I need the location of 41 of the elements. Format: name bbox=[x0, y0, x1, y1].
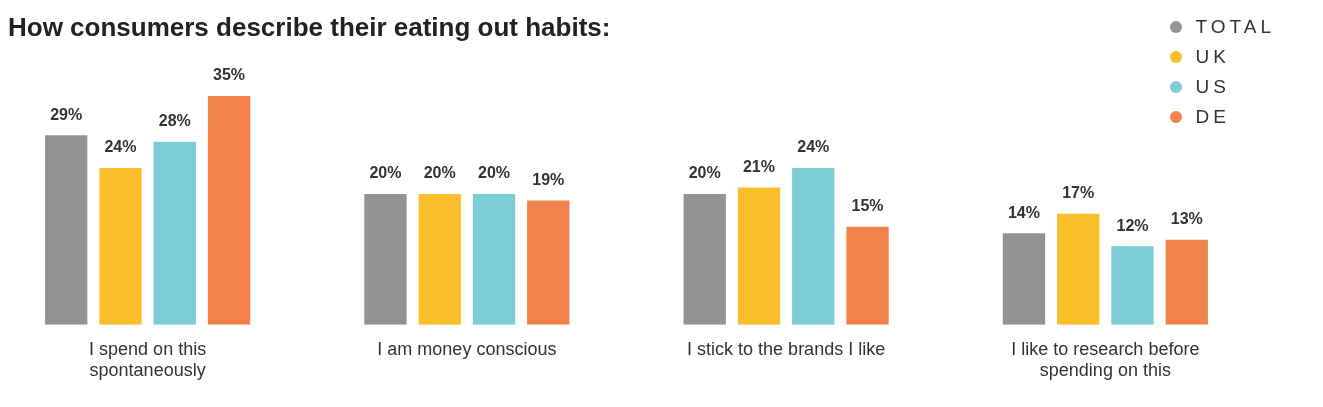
bar bbox=[153, 141, 196, 325]
bar bbox=[472, 194, 516, 325]
bar bbox=[418, 194, 461, 325]
x-tick-label: I like to research before spending on this bbox=[1011, 338, 1200, 381]
bar bbox=[737, 187, 781, 325]
bar bbox=[207, 96, 251, 325]
data-label: 20% bbox=[369, 164, 402, 182]
data-label: 13% bbox=[1170, 210, 1203, 228]
bar bbox=[364, 194, 407, 325]
data-label: 21% bbox=[742, 157, 775, 175]
data-label: 35% bbox=[213, 66, 246, 84]
data-label: 20% bbox=[478, 164, 511, 182]
data-label: 19% bbox=[532, 171, 565, 188]
data-label: 28% bbox=[158, 112, 191, 130]
data-label: 15% bbox=[851, 197, 884, 215]
bar bbox=[1111, 246, 1154, 325]
data-label: 17% bbox=[1062, 184, 1095, 202]
data-label: 20% bbox=[688, 164, 721, 182]
bar bbox=[792, 167, 835, 325]
bar bbox=[683, 194, 726, 325]
data-label: 24% bbox=[104, 138, 137, 156]
bar bbox=[846, 226, 889, 325]
data-label: 20% bbox=[423, 164, 456, 182]
chart-title: How consumers describe their eating out habits: bbox=[8, 12, 611, 43]
data-label: 12% bbox=[1116, 216, 1149, 234]
data-label: 24% bbox=[797, 138, 830, 156]
bar bbox=[1165, 239, 1208, 325]
data-label: 14% bbox=[1007, 203, 1040, 221]
bar bbox=[99, 167, 142, 325]
bar bbox=[1002, 233, 1046, 325]
x-tick-label: I spend on this spontaneously bbox=[89, 338, 207, 381]
data-label: 29% bbox=[50, 105, 83, 123]
legend-label: UK bbox=[1195, 46, 1230, 68]
bar bbox=[45, 135, 88, 325]
bar bbox=[527, 200, 570, 325]
legend-label: TOTAL bbox=[1195, 16, 1275, 38]
x-tick-label: I stick to the brands I like bbox=[687, 338, 886, 359]
legend-label: US bbox=[1195, 76, 1230, 98]
x-tick-label: I am money conscious bbox=[377, 338, 557, 359]
bar bbox=[1057, 213, 1100, 325]
legend-label: DE bbox=[1195, 106, 1230, 128]
